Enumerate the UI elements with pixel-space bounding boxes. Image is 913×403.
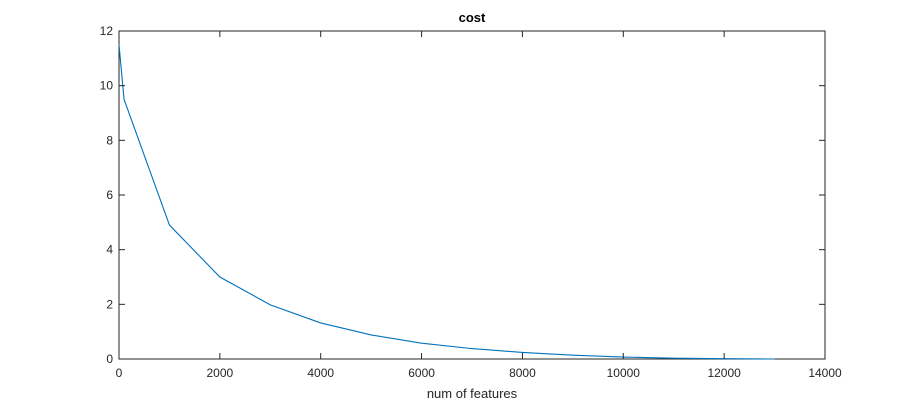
series-layer: [118, 44, 775, 360]
y-tick-label: 0: [106, 352, 113, 366]
chart-title: cost: [459, 10, 486, 25]
plot-frame: [118, 30, 826, 360]
x-tick-label: 10000: [607, 366, 641, 380]
y-tick-label: 10: [100, 79, 114, 93]
y-tick-label: 6: [106, 188, 113, 202]
ticks-layer: 0 2000 4000 6000 8000 10000 12000 14000 0 2 4 6 8 10 1…: [100, 24, 842, 380]
x-tick-label: 8000: [509, 366, 536, 380]
x-tick-label: 0: [116, 366, 123, 380]
y-tick-label: 12: [100, 24, 114, 38]
y-tick-label: 4: [106, 243, 113, 257]
series-line: [118, 44, 775, 360]
x-tick-label: 2000: [207, 366, 234, 380]
y-tick-label: 2: [106, 297, 113, 311]
x-tick-label: 4000: [307, 366, 334, 380]
x-tick-label: 12000: [707, 366, 741, 380]
x-tick-label: 14000: [808, 366, 842, 380]
plot-area: [118, 30, 826, 360]
x-tick-label: 6000: [408, 366, 435, 380]
y-tick-label: 8: [106, 133, 113, 147]
x-axis-label: num of features: [427, 386, 518, 401]
